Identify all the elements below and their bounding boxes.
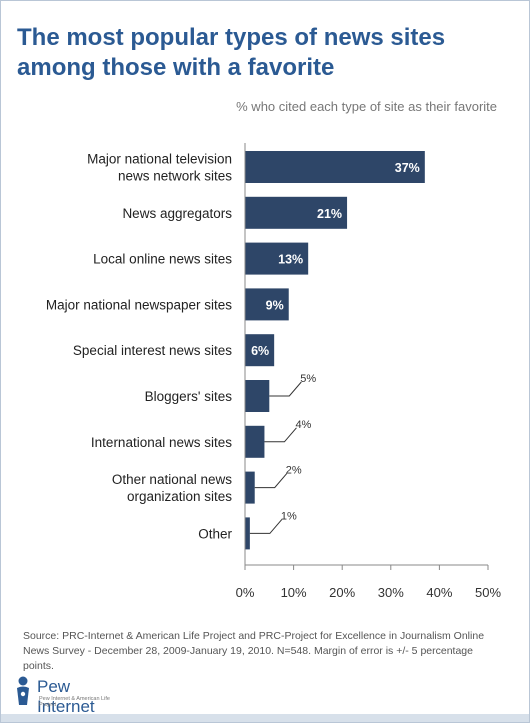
bar	[245, 380, 270, 412]
x-tick-label: 30%	[378, 585, 404, 600]
title-line-1: The most popular types of news sites	[17, 24, 446, 51]
logo-tagline: Pew Internet & American Life Project	[39, 696, 110, 708]
pew-internet-logo: Pew Internet Pew Internet & American Lif…	[13, 673, 123, 716]
bar	[245, 517, 250, 550]
bottom-rule	[1, 714, 529, 722]
value-label: 4%	[295, 419, 311, 431]
leader-line	[254, 473, 288, 489]
x-tick-label: 0%	[236, 585, 255, 600]
value-label: 1%	[281, 510, 297, 522]
x-tick-label: 10%	[281, 585, 307, 600]
value-label: 9%	[266, 298, 284, 312]
value-label: 21%	[317, 207, 342, 221]
leader-line	[269, 381, 302, 397]
value-label: 2%	[286, 465, 302, 477]
value-label: 37%	[395, 161, 420, 175]
bar	[245, 288, 289, 321]
category-label: Other national news	[112, 472, 232, 487]
title-line-2: among those with a favorite	[17, 54, 335, 81]
x-tick-label: 50%	[475, 585, 501, 600]
bar	[245, 334, 275, 367]
category-label: International news sites	[91, 435, 232, 450]
chart-subtitle: % who cited each type of site as their f…	[236, 99, 497, 114]
logo-name: Pew Internet	[37, 677, 95, 716]
x-tick-label: 40%	[426, 585, 452, 600]
leader-line	[264, 427, 297, 443]
leader-line	[249, 519, 283, 534]
category-label: Bloggers' sites	[145, 389, 233, 404]
bar	[245, 151, 425, 183]
category-label: news network sites	[118, 169, 232, 184]
source-note: Source: PRC-Internet & American Life Pro…	[23, 630, 485, 672]
category-label: Special interest news sites	[73, 343, 232, 358]
value-label: 13%	[278, 253, 303, 267]
category-label: Major national newspaper sites	[46, 297, 232, 312]
chart-title: The most popular types of news sites amo…	[17, 23, 497, 83]
category-label: organization sites	[127, 489, 232, 504]
bar	[245, 242, 309, 275]
category-label: Local online news sites	[93, 252, 232, 267]
bar-chart: Major national television news network si…	[46, 143, 501, 600]
value-label: 5%	[300, 373, 316, 385]
category-label: Major national television	[87, 152, 232, 167]
bar	[245, 471, 255, 504]
pew-figure-icon	[17, 676, 29, 705]
bar	[245, 196, 348, 229]
bar	[245, 425, 265, 458]
category-label: News aggregators	[122, 206, 232, 221]
value-label: 6%	[251, 344, 269, 358]
x-tick-label: 20%	[329, 585, 355, 600]
category-label: Other	[198, 526, 232, 541]
